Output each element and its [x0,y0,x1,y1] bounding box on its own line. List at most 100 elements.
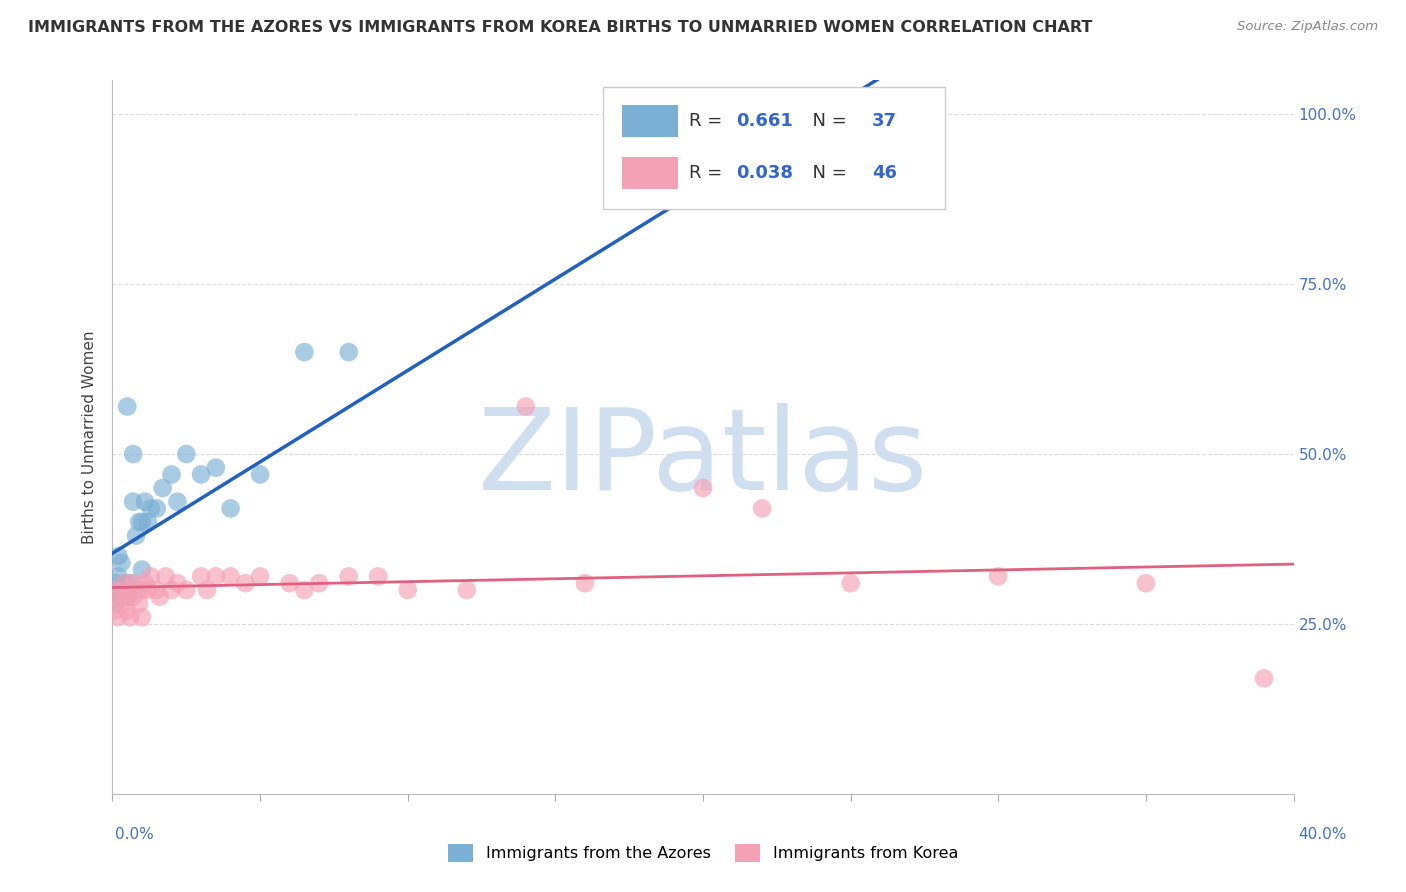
Point [233,576,256,591]
Point [515,400,537,414]
Text: 0.038: 0.038 [737,164,793,182]
Point [152,481,174,495]
Point [174,447,197,461]
FancyBboxPatch shape [621,105,678,136]
Point [1253,671,1275,685]
Point [146,582,169,597]
Point [128,597,150,611]
Point [166,576,188,591]
Point [249,467,271,482]
Text: N =: N = [801,112,852,130]
Text: ZIPatlas: ZIPatlas [478,403,928,514]
Point [117,400,138,414]
Point [131,610,153,624]
Point [110,590,132,604]
Point [120,610,142,624]
Point [219,569,242,583]
Point [278,576,301,591]
Point [104,582,127,597]
Point [136,582,159,597]
Point [337,345,360,359]
Point [104,582,127,597]
Point [107,610,129,624]
Point [110,556,132,570]
Point [692,481,714,495]
Text: 46: 46 [872,164,897,182]
Point [107,582,129,597]
Point [149,590,172,604]
Point [160,467,183,482]
Point [146,501,169,516]
Point [128,515,150,529]
Point [122,576,145,591]
FancyBboxPatch shape [621,157,678,189]
Point [117,590,138,604]
Point [751,501,773,516]
Point [205,460,228,475]
Point [190,467,212,482]
Point [120,582,142,597]
Point [131,563,153,577]
Point [574,576,596,591]
Text: R =: R = [689,164,728,182]
Point [104,597,127,611]
Point [839,141,862,155]
Point [205,569,228,583]
Text: 37: 37 [872,112,897,130]
Point [122,590,145,604]
Point [107,569,129,583]
Point [219,501,242,516]
Point [292,345,315,359]
Text: 40.0%: 40.0% [1299,827,1347,842]
Point [190,569,212,583]
Point [134,494,156,508]
Point [112,576,135,591]
Point [110,582,132,597]
Point [839,576,862,591]
Text: IMMIGRANTS FROM THE AZORES VS IMMIGRANTS FROM KOREA BIRTHS TO UNMARRIED WOMEN CO: IMMIGRANTS FROM THE AZORES VS IMMIGRANTS… [28,20,1092,35]
Point [166,494,188,508]
Point [139,569,162,583]
Text: 0.661: 0.661 [737,112,793,130]
Point [987,569,1010,583]
Text: Source: ZipAtlas.com: Source: ZipAtlas.com [1237,20,1378,33]
Point [112,576,135,591]
Point [104,603,127,617]
Point [292,582,315,597]
Point [139,501,162,516]
Text: R =: R = [689,112,728,130]
Point [120,576,142,591]
Point [107,590,129,604]
Point [1135,576,1157,591]
Point [125,582,148,597]
Point [174,582,197,597]
Point [110,597,132,611]
Text: N =: N = [801,164,852,182]
Y-axis label: Births to Unmarried Women: Births to Unmarried Women [82,330,97,544]
Point [195,582,218,597]
Point [117,582,138,597]
Point [122,494,145,508]
FancyBboxPatch shape [603,87,945,209]
Point [104,576,127,591]
Point [136,515,159,529]
Legend: Immigrants from the Azores, Immigrants from Korea: Immigrants from the Azores, Immigrants f… [441,838,965,868]
Point [122,447,145,461]
Point [131,582,153,597]
Point [337,569,360,583]
Point [117,590,138,604]
Point [396,582,419,597]
Text: 0.0%: 0.0% [115,827,155,842]
Point [125,528,148,542]
Point [134,576,156,591]
Point [456,582,478,597]
Point [367,569,389,583]
Point [249,569,271,583]
Point [107,549,129,563]
Point [160,582,183,597]
Point [131,515,153,529]
Point [117,603,138,617]
Point [120,582,142,597]
Point [155,569,177,583]
Point [112,582,135,597]
